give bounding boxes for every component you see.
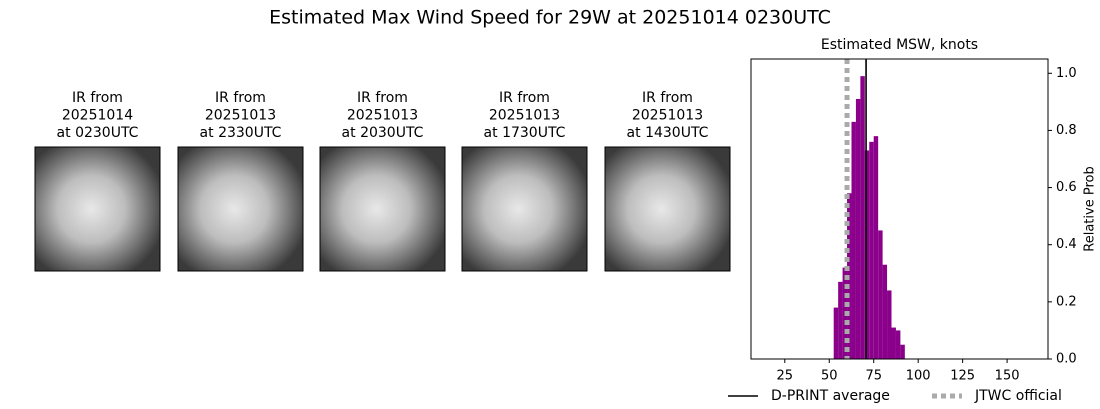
- bar: [887, 290, 892, 359]
- plot-frame: [750, 58, 1049, 360]
- panel-title: at 2030UTC: [342, 125, 424, 141]
- panel-title: at 0230UTC: [57, 125, 139, 141]
- bar: [855, 99, 861, 359]
- y-axis-label: Relative Prob: [1083, 166, 1098, 251]
- x-tick-label: 100: [906, 369, 931, 384]
- bar: [860, 76, 865, 360]
- ir-image: [461, 146, 588, 272]
- legend-label: D-PRINT average: [771, 388, 890, 404]
- panel-title: IR from: [215, 90, 266, 106]
- y-tick-label: 0.0: [1056, 352, 1077, 367]
- bar: [900, 344, 905, 359]
- bar: [864, 150, 870, 359]
- panel-title: 20251013: [489, 108, 560, 124]
- panel-title: IR from: [357, 90, 408, 106]
- figure-title: Estimated Max Wind Speed for 29W at 2025…: [269, 7, 831, 29]
- y-tick-label: 0.6: [1056, 180, 1077, 195]
- bar: [873, 136, 879, 359]
- panel-title: at 1730UTC: [484, 125, 566, 141]
- x-tick-label: 50: [821, 369, 838, 384]
- y-tick-label: 0.2: [1056, 294, 1077, 309]
- y-tick-label: 0.8: [1056, 123, 1077, 138]
- x-tick-label: 150: [995, 369, 1020, 384]
- panel-title: 20251014: [62, 108, 133, 124]
- bar: [878, 230, 883, 359]
- legend-label: JTWC official: [974, 388, 1062, 404]
- panel-title: IR from: [642, 90, 693, 106]
- panel-title: IR from: [499, 90, 550, 106]
- bar: [882, 264, 888, 359]
- panel-title: IR from: [72, 90, 123, 106]
- panel-title: 20251013: [632, 108, 703, 124]
- x-tick-label: 125: [950, 369, 975, 384]
- bar: [838, 281, 843, 359]
- bar: [891, 327, 896, 359]
- bar: [833, 307, 839, 359]
- x-tick-label: 75: [865, 369, 882, 384]
- panel-title: 20251013: [205, 108, 276, 124]
- x-tick-label: 25: [777, 369, 794, 384]
- ir-image: [604, 146, 731, 272]
- chart-title: Estimated MSW, knots: [821, 37, 978, 53]
- panel-title: at 1430UTC: [627, 125, 709, 141]
- panel-title: at 2330UTC: [200, 125, 282, 141]
- ir-image: [177, 146, 304, 272]
- ir-image: [319, 146, 446, 272]
- bar: [869, 141, 874, 359]
- bar: [895, 330, 901, 359]
- y-tick-label: 0.4: [1056, 237, 1077, 252]
- panel-title: 20251013: [347, 108, 418, 124]
- y-tick-label: 1.0: [1056, 66, 1077, 81]
- bar: [851, 121, 856, 359]
- ir-image: [34, 146, 161, 272]
